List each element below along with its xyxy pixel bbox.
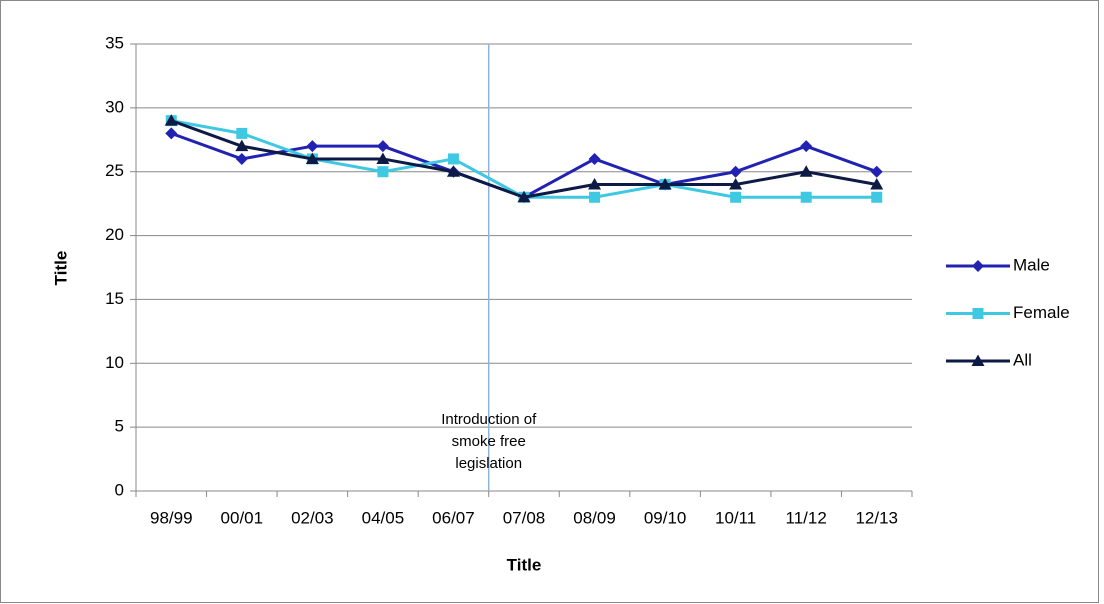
marker [164, 114, 178, 126]
marker [235, 139, 249, 152]
x-tick-label: 08/09 [573, 508, 616, 527]
marker [730, 191, 742, 203]
y-tick-label: 30 [105, 97, 124, 116]
x-tick-label: 10/11 [715, 508, 756, 527]
legend-label: Female [1013, 303, 1070, 322]
marker [236, 127, 248, 139]
marker [971, 354, 985, 366]
marker [305, 152, 319, 164]
y-tick-label: 10 [105, 353, 124, 372]
marker [972, 260, 984, 272]
marker [871, 191, 883, 203]
marker [972, 308, 984, 319]
x-tick-label: 02/03 [291, 508, 334, 527]
x-tick-label: 11/12 [786, 508, 827, 527]
marker [588, 177, 602, 190]
y-tick-label: 25 [105, 161, 124, 180]
marker [376, 152, 390, 164]
marker [658, 177, 672, 190]
marker [377, 166, 389, 178]
marker [446, 165, 460, 177]
marker [589, 191, 601, 203]
annotation-text: legislation [455, 455, 522, 472]
marker [800, 191, 812, 203]
marker [870, 177, 884, 190]
x-axis-title: Title [507, 555, 542, 574]
marker [306, 140, 319, 153]
marker [376, 140, 389, 153]
y-tick-label: 0 [115, 480, 124, 499]
y-tick-label: 5 [115, 417, 124, 436]
x-tick-label: 98/99 [150, 508, 193, 527]
x-tick-label: 07/08 [503, 508, 546, 527]
legend-label: All [1013, 350, 1032, 369]
marker [800, 140, 813, 153]
marker [729, 165, 742, 178]
marker [447, 153, 459, 165]
y-tick-label: 15 [105, 289, 124, 308]
annotation-text: smoke free [452, 433, 526, 450]
x-tick-label: 04/05 [362, 508, 405, 527]
y-tick-label: 20 [105, 225, 124, 244]
y-axis-title: Title [51, 251, 70, 286]
x-tick-label: 09/10 [644, 508, 687, 527]
x-tick-label: 06/07 [432, 508, 475, 527]
marker [588, 152, 601, 165]
marker [235, 152, 248, 165]
marker [799, 165, 813, 177]
marker [729, 177, 743, 190]
marker [517, 190, 531, 203]
legend-label: Male [1013, 255, 1050, 274]
y-tick-label: 35 [105, 33, 124, 52]
x-tick-label: 00/01 [221, 508, 264, 527]
x-tick-label: 12/13 [855, 508, 898, 527]
marker [870, 165, 883, 178]
marker [165, 127, 178, 140]
annotation-text: Introduction of [441, 411, 537, 428]
